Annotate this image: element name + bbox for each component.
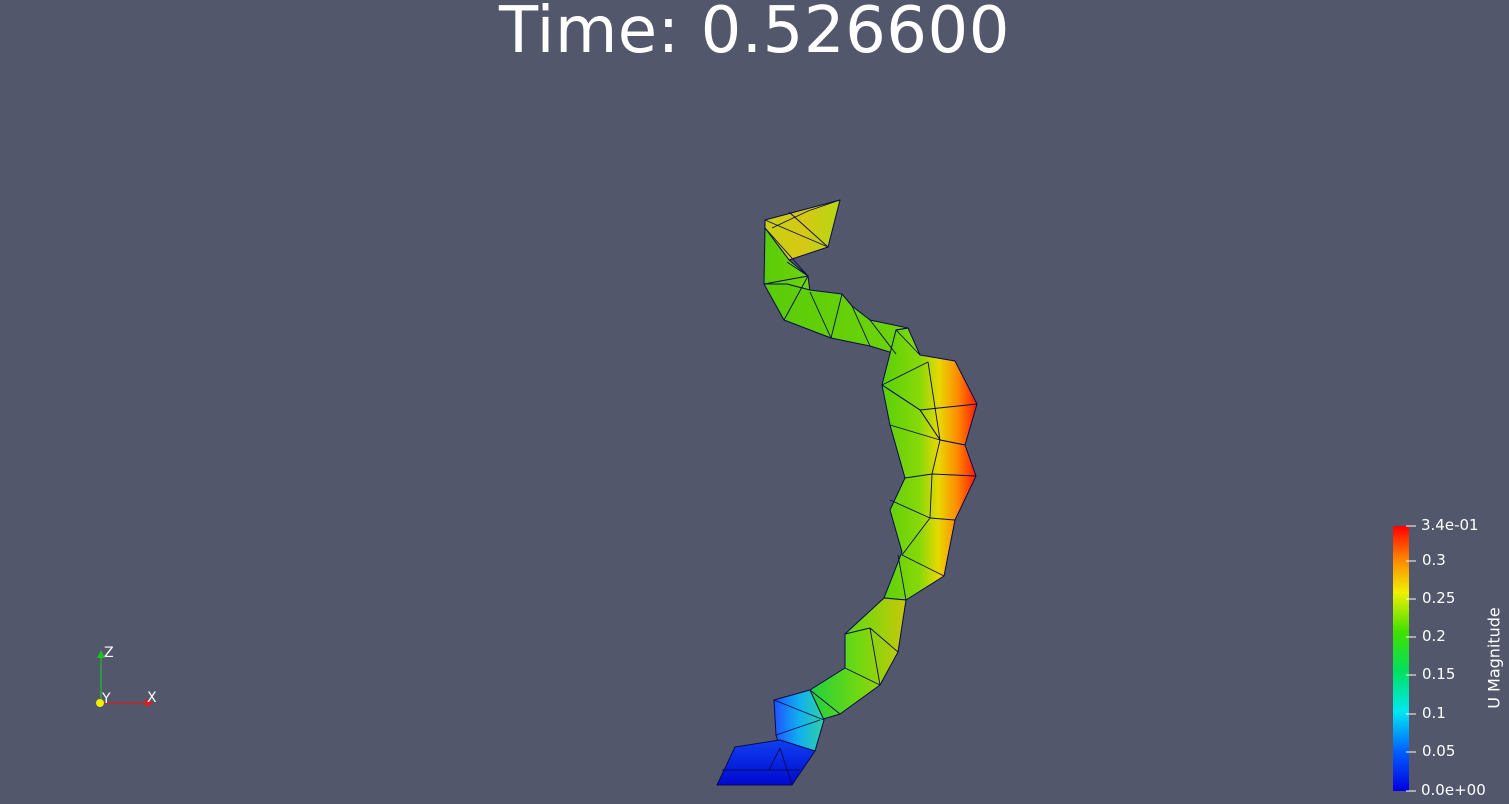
mesh-lower-mid [809, 597, 907, 721]
colorbar-gradient [1393, 526, 1409, 791]
mesh-mid [881, 384, 977, 601]
colorbar-title: U Magnitude [1484, 607, 1504, 709]
mesh-head [764, 199, 841, 261]
colorbar-tick-max: 3.4e-01 [1421, 516, 1479, 534]
mesh-body [716, 199, 978, 786]
colorbar-tick-0-25: 0.25 [1422, 589, 1456, 607]
y-axis-dot [96, 699, 104, 707]
colorbar-tick-0-1: 0.1 [1422, 704, 1446, 722]
orientation-axes [96, 650, 154, 707]
mesh-base [716, 739, 816, 786]
colorbar-tick-0-3: 0.3 [1422, 551, 1446, 569]
y-axis-label: Y [102, 691, 111, 707]
x-axis-arrow [145, 699, 154, 707]
z-axis-arrow [97, 650, 105, 658]
colorbar-tick-0-15: 0.15 [1422, 665, 1456, 683]
colorbar-tick-0-2: 0.2 [1422, 627, 1446, 645]
z-axis-label: Z [104, 645, 114, 661]
colorbar-tick-0-05: 0.05 [1422, 742, 1456, 760]
colorbar [1393, 525, 1416, 792]
mesh-edges [722, 199, 978, 786]
colorbar-tick-min: 0.0e+00 [1421, 781, 1486, 799]
x-axis-label: X [147, 690, 157, 706]
time-annotation: Time: 0.526600 [499, 0, 1010, 68]
